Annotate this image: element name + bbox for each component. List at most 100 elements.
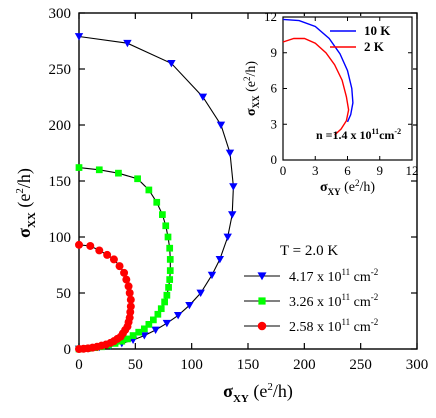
legend-label-text: 2.58 x 10 [289,320,342,335]
inset-annotation-unit: cm [379,128,394,142]
inset-annotation-text: n =1.4 x 10 [316,128,372,142]
inset-y-tick-label: 6 [271,81,278,96]
x-tick-label: 250 [349,357,372,373]
inset-y-label-sub: XX [251,95,261,108]
inset-x-label-unit-end: /h) [359,180,375,195]
legend-marker [257,321,267,331]
inset-y-tick-label: 12 [264,9,277,24]
y-tick-label: 250 [49,62,72,78]
inset-x-axis-label: σXY (e2/h) [320,178,375,197]
legend-marker [258,297,266,305]
data-point [115,169,122,177]
data-point [134,175,141,183]
data-point [185,301,194,310]
y-axis-label-sub: XX [26,212,38,228]
data-point [123,39,132,48]
data-point [103,250,112,259]
legend-label-unit: cm [350,270,371,285]
inset-x-tick-label: 3 [312,163,319,178]
inset-legend: 10 K2 K [330,23,391,54]
x-tick-label: 50 [128,357,143,373]
data-point [145,186,153,194]
data-point [125,289,134,297]
inset-x-tick-label: 12 [406,163,419,178]
data-point [126,295,135,304]
data-point [166,244,174,252]
legend-label-sup: 11 [342,267,351,277]
legend-label-unit-sup: -2 [371,317,379,327]
legend-label: 3.26 x 1011 cm-2 [289,292,378,310]
data-point [145,321,153,328]
data-point [74,33,84,41]
data-point [75,345,83,353]
data-point [216,121,226,129]
data-point [161,298,168,306]
inset-y-tick-label: 9 [271,45,278,60]
data-point [153,198,161,206]
y-tick-label: 50 [56,286,71,302]
data-point [167,60,176,68]
legend-label-sup: 11 [342,292,351,302]
y-tick-label: 150 [49,174,72,190]
x-axis-label-symbol: σ [223,381,233,401]
data-point [215,256,225,264]
inset-y-label-unit: (e [244,81,259,95]
legend-entry: 2.58 x 1011 cm-2 [244,317,378,335]
data-point [162,222,170,230]
data-point [228,211,237,219]
y-axis-label-unit-sup: 2 [14,188,26,194]
inset-y-tick-label: 3 [271,116,278,131]
inset-x-tick-label: 9 [377,163,384,178]
y-tick-label: 0 [64,342,72,358]
inset-series-1 [282,37,350,136]
data-point [163,291,171,299]
inset-y-label-unit-sup: 2 [242,77,252,82]
inset-annotation: n =1.4 x 1011cm-2 [316,127,401,142]
y-axis-label: σXX (e2/h) [14,168,38,238]
inset-y-label-unit-end: /h) [244,61,259,77]
inset-x-label-unit: (e [341,180,355,195]
data-point [109,255,118,264]
series-2 [75,240,135,353]
inset-legend-label: 10 K [364,23,391,38]
y-tick-label: 200 [49,118,72,134]
x-axis-label: σXY (e2/h) [223,381,293,405]
data-point [173,312,183,320]
data-point [229,183,238,191]
data-point [75,240,83,249]
x-axis-label-unit-end: /h) [273,381,293,402]
legend-entry: 3.26 x 1011 cm-2 [244,292,378,310]
data-point [165,284,172,291]
legend-label: 2.58 x 1011 cm-2 [289,317,378,335]
legend-label-unit-sup: -2 [371,267,379,277]
data-point [151,326,160,334]
data-point [124,282,133,291]
data-point [124,335,131,343]
legend-marker [257,272,267,281]
data-point [166,276,174,283]
x-tick-label: 300 [406,357,429,373]
legend-label-unit: cm [350,320,371,335]
inset-series-0 [282,18,354,123]
inset-x-label-sub: XY [328,187,341,197]
x-tick-label: 200 [293,357,316,373]
x-axis-label-sub: XY [233,393,249,405]
data-point [159,211,166,218]
data-point [196,289,205,297]
series-fit-line [78,35,234,350]
data-point [207,271,217,280]
data-point [154,310,162,318]
inset-plot: 0 3 6 9 12 0 3 6 9 12 10 K2 K n =1.4 x 1011cm-2 σXY … [242,9,419,197]
y-tick-label: 100 [49,230,72,246]
data-point [118,337,126,345]
data-point [86,241,95,250]
legend: T = 2.0 K4.17 x 1011 cm-23.26 x 1011 cm-… [244,243,378,335]
data-point [140,325,148,333]
data-point [140,332,149,340]
inset-y-axis-label: σXX (e2/h) [242,61,261,116]
data-point [157,305,165,313]
inset-x-label-unit-sup: 2 [355,178,360,188]
y-tick-label: 300 [49,6,72,22]
data-point [198,93,208,101]
inset-background [282,16,413,161]
